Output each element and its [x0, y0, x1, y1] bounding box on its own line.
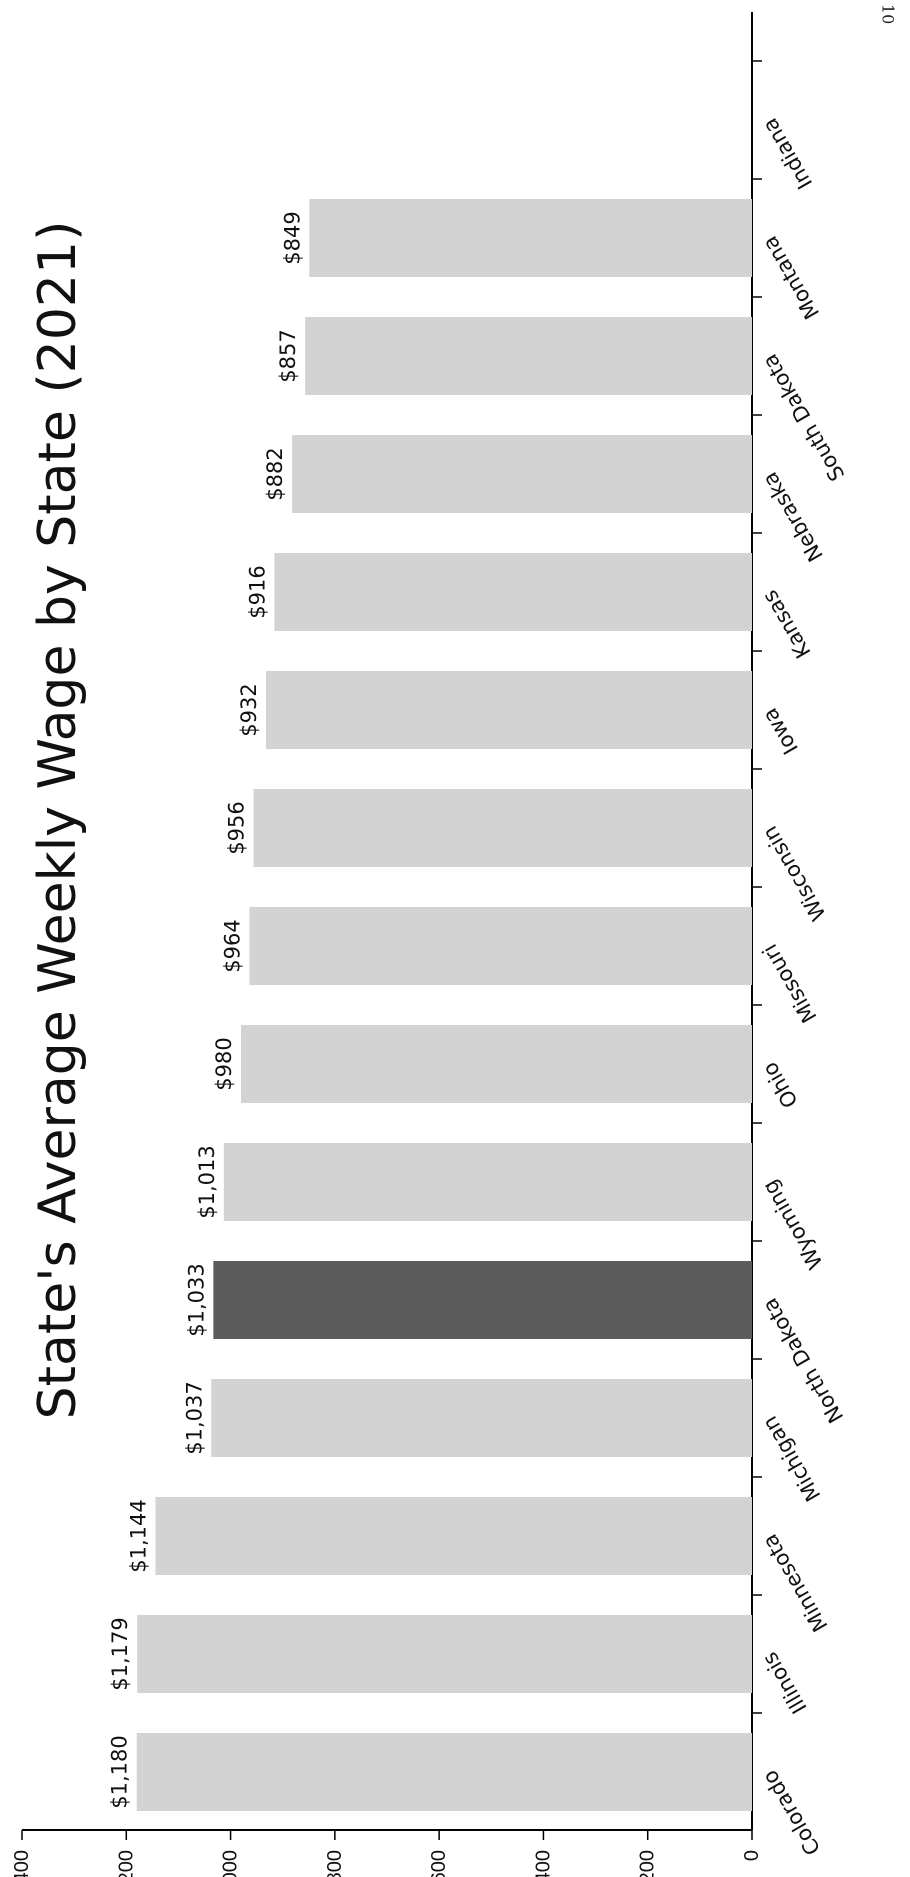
data-label: $1,179 — [108, 1617, 132, 1690]
category-label: Colorado — [758, 1766, 826, 1859]
value-tick-label: 600 — [428, 1850, 450, 1877]
value-tick-label: 200 — [637, 1850, 659, 1877]
category-label: Indiana — [758, 114, 818, 193]
category-label: Missouri — [758, 940, 822, 1027]
data-label: $1,037 — [182, 1381, 206, 1454]
bar-illinois — [137, 1615, 752, 1693]
category-label: Michigan — [758, 1412, 826, 1506]
data-label: $956 — [225, 801, 249, 854]
value-tick-label: 1,200 — [115, 1850, 137, 1877]
data-label: $882 — [263, 447, 287, 500]
data-label: $1,013 — [195, 1145, 219, 1218]
bar-ohio — [241, 1025, 752, 1103]
bar-colorado — [136, 1733, 752, 1811]
category-label: Iowa — [758, 704, 803, 759]
bar-wisconsin — [253, 789, 752, 867]
bar-wyoming — [223, 1143, 753, 1221]
category-label: Nebraska — [758, 468, 828, 566]
category-label: Wyoming — [758, 1176, 828, 1273]
bar-kansas — [274, 553, 752, 631]
category-label: South Dakota — [758, 350, 850, 485]
data-label: $1,144 — [126, 1499, 150, 1572]
category-label: Montana — [758, 232, 825, 323]
value-tick-label: 800 — [324, 1850, 346, 1877]
category-label: Illinois — [758, 1648, 812, 1718]
bars-group: $1,180 $1,179 $1,144 $1,037 $1,033 $1,013 $980… — [108, 199, 753, 1811]
bar-minnesota — [155, 1497, 752, 1575]
data-label: $980 — [212, 1037, 236, 1090]
category-label: Wisconsin — [758, 822, 831, 925]
category-label: North Dakota — [758, 1294, 849, 1427]
page-number: 10 — [879, 4, 898, 24]
data-label: $1,180 — [108, 1735, 132, 1808]
value-tick-label: 400 — [532, 1850, 554, 1877]
data-label: $964 — [220, 919, 244, 972]
data-label: $849 — [280, 211, 304, 264]
data-label: $1,033 — [184, 1263, 208, 1336]
data-label: $916 — [245, 565, 269, 618]
bar-nebraska — [292, 435, 752, 513]
value-tick-label: 1,400 — [11, 1850, 33, 1877]
bar-south-dakota — [305, 317, 752, 395]
value-tick-label: 1,000 — [220, 1850, 242, 1877]
value-tick-label: 0 — [741, 1850, 763, 1861]
data-label: $932 — [237, 683, 261, 736]
data-label: $857 — [276, 329, 300, 382]
chart-title: State's Average Weekly Wage by State (20… — [28, 221, 88, 1420]
bar-michigan — [211, 1379, 752, 1457]
category-label: Ohio — [758, 1058, 803, 1112]
bar-montana — [309, 199, 752, 277]
bar-missouri — [249, 907, 753, 985]
category-label: Minnesota — [758, 1530, 833, 1636]
bar-iowa — [266, 671, 752, 749]
bar-north-dakota — [213, 1261, 753, 1339]
value-axis-ticks: 0 200 400 600 800 1,000 1,200 1,400 — [11, 1830, 763, 1877]
category-label: Kansas — [758, 586, 816, 662]
